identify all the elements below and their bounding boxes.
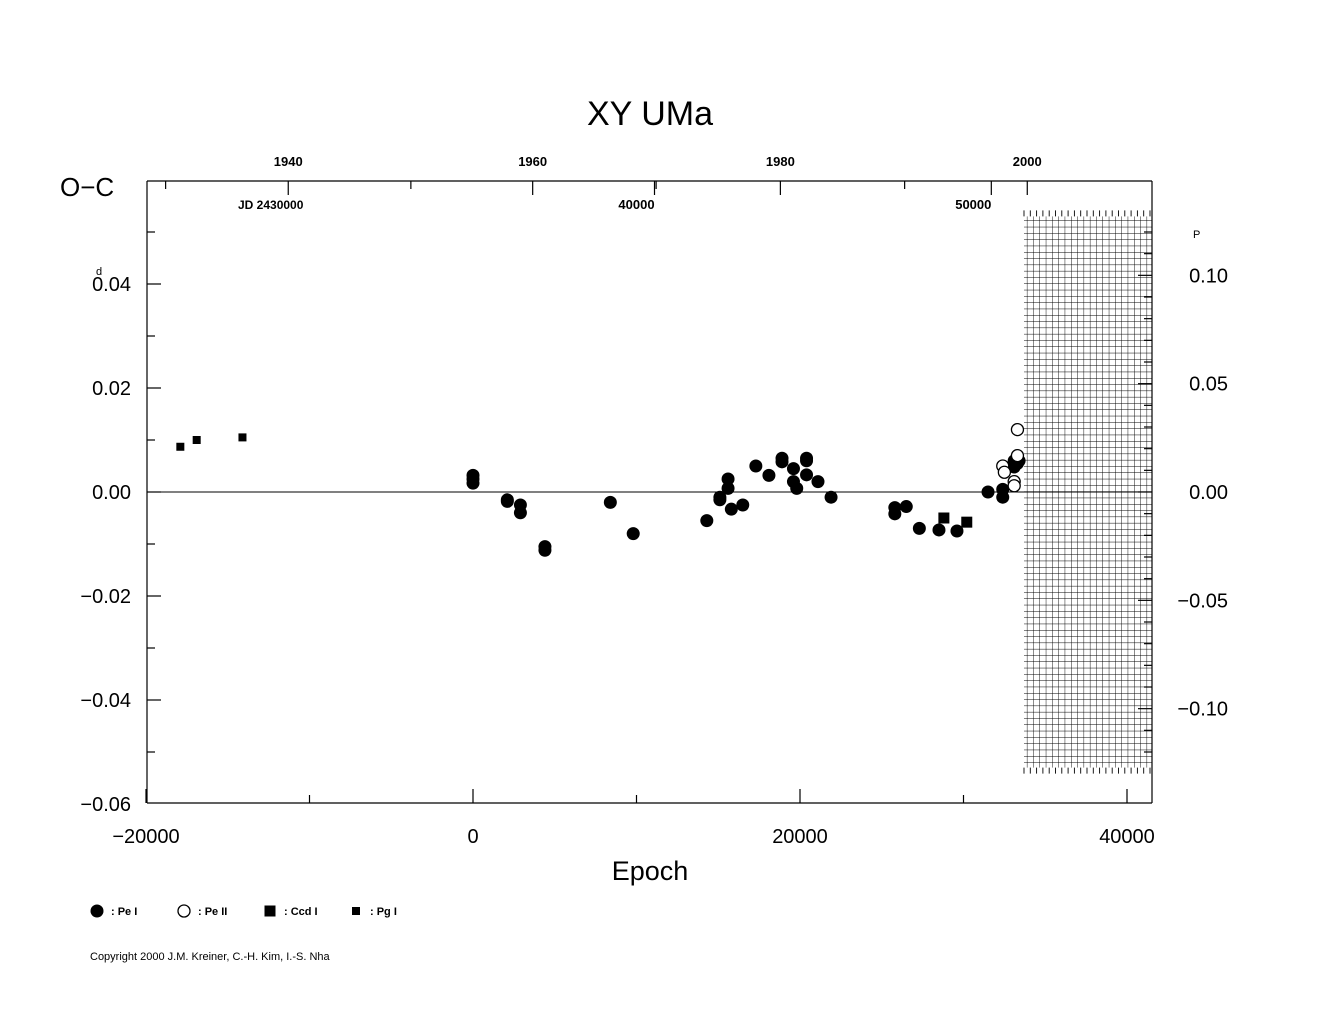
data-point-filled-circle [800,454,814,468]
data-point-filled-circle [811,475,825,489]
data-point-filled-circle [899,500,913,514]
y-tick-label: −0.06 [80,794,131,816]
data-point-filled-circle [603,495,617,509]
chart-title: XY UMa [587,95,713,133]
y-tick-label: 0.00 [92,482,131,504]
right-tick-label: −0.05 [1177,590,1228,612]
y-tick-label: −0.04 [80,690,131,712]
y-tick-label: 0.04 [92,274,131,296]
legend-label: : Ccd I [284,906,318,918]
x-axis-label: Epoch [612,856,689,886]
jd-tick-label: 50000 [955,197,991,212]
data-point-open-circle [1010,422,1025,437]
data-point-filled-circle [626,527,640,541]
data-point-filled-circle [713,493,727,507]
x-tick-label: 0 [467,826,478,848]
data-point-open-circle [997,465,1012,479]
data-point-filled-circle [786,462,800,476]
data-point-filled-circle [996,490,1010,504]
legend-marker-open-circle [177,904,191,918]
jd-tick-label: 40000 [618,197,654,212]
legend-label: : Pe I [111,906,137,918]
data-point-filled-circle [513,506,527,520]
data-point-filled-square [961,516,973,528]
data-point-filled-circle [721,481,735,495]
y-axis-label: O−C [60,172,114,202]
data-point-open-circle [1010,448,1025,463]
year-tick-label: 1980 [766,154,795,169]
data-points [176,422,1026,557]
data-point-filled-circle [981,485,995,499]
data-point-filled-circle [775,451,789,465]
year-tick-label: 2000 [1013,154,1042,169]
legend-marker-small-square [352,907,360,915]
y-tick-label: −0.02 [80,586,131,608]
copyright-text: Copyright 2000 J.M. Kreiner, C.-H. Kim, … [90,951,331,963]
data-point-filled-square [938,512,950,524]
data-point-filled-circle [932,523,946,537]
data-point-filled-circle [724,502,738,516]
data-point-filled-circle [888,507,902,521]
right-tick-label: 0.10 [1189,265,1228,287]
y-unit-label: d [96,266,102,278]
legend-label: : Pg I [370,906,397,918]
data-point-filled-circle [736,498,750,512]
data-point-small-square [176,442,185,451]
data-point-filled-circle [466,476,480,490]
data-point-filled-circle [762,468,776,482]
data-point-small-square [192,436,201,444]
data-point-small-square [238,433,247,442]
data-point-filled-circle [912,521,926,535]
year-tick-label: 1940 [274,154,303,169]
axes [145,180,1153,804]
legend-marker-filled-circle [90,904,104,918]
tick-labels: −20000 0 20000 40000 0.04 0.02 0.00 −0.02 −0.04 −… [80,154,1228,848]
data-point-filled-circle [800,468,814,482]
legend: : Pe I : Pe II : Ccd I : Pg I [90,904,397,918]
x-tick-label: −20000 [112,826,179,848]
data-point-filled-circle [538,543,552,557]
data-point-filled-circle [500,494,514,508]
right-tick-label: −0.10 [1177,699,1228,721]
data-point-filled-circle [824,490,838,504]
legend-marker-filled-square [264,905,276,917]
data-point-filled-circle [950,524,964,538]
data-point-filled-circle [700,514,714,528]
x-tick-label: 20000 [772,826,828,848]
jd-label: JD 2430000 [238,198,304,212]
data-point-filled-circle [721,472,735,486]
data-point-filled-circle [749,459,763,473]
right-tick-label: 0.00 [1189,482,1228,504]
x-tick-label: 40000 [1099,826,1155,848]
data-point-open-circle [1007,479,1021,493]
right-tick-label: 0.05 [1189,374,1228,396]
legend-label: : Pe II [198,906,227,918]
y-tick-label: 0.02 [92,378,131,400]
right-unit-label: P [1193,229,1200,241]
year-tick-label: 1960 [518,154,547,169]
data-point-filled-circle [790,481,804,495]
